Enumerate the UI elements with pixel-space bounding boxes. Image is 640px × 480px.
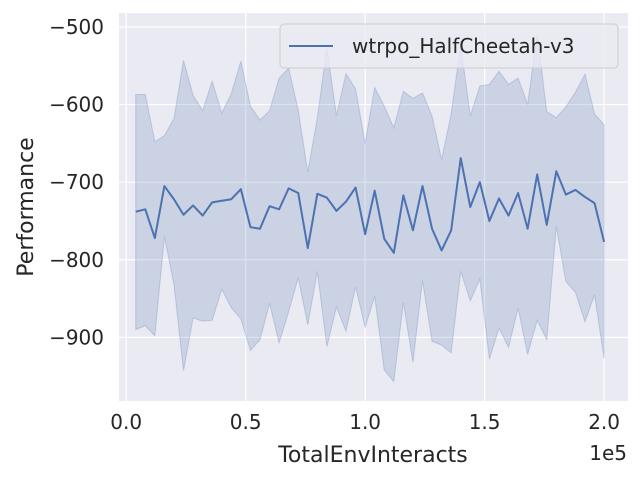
y-tick-label: −600 xyxy=(49,93,104,117)
x-tick-label: 1.0 xyxy=(349,410,381,434)
y-tick-labels: −500 −600 −700 −800 −900 xyxy=(49,15,104,349)
legend-label: wtrpo_HalfCheetah-v3 xyxy=(352,34,575,58)
y-tick-label: −500 xyxy=(49,15,104,39)
series-line xyxy=(135,157,606,254)
mean-line-layer xyxy=(135,157,606,254)
x-axis-scale-label: 1e5 xyxy=(589,441,627,465)
y-axis-label: Performance xyxy=(14,137,39,276)
x-axis-label: TotalEnvInteracts xyxy=(277,443,468,468)
y-tick-label: −800 xyxy=(49,248,104,272)
x-tick-labels: 0.0 0.5 1.0 1.5 2.0 xyxy=(110,410,620,434)
x-tick-label: 2.0 xyxy=(588,410,620,434)
y-tick-label: −700 xyxy=(49,170,104,194)
legend: wtrpo_HalfCheetah-v3 xyxy=(279,23,619,69)
x-tick-label: 0.5 xyxy=(230,410,262,434)
y-tick-label: −900 xyxy=(49,325,104,349)
legend-box xyxy=(279,23,619,69)
x-tick-label: 0.0 xyxy=(110,410,142,434)
x-tick-label: 1.5 xyxy=(469,410,501,434)
